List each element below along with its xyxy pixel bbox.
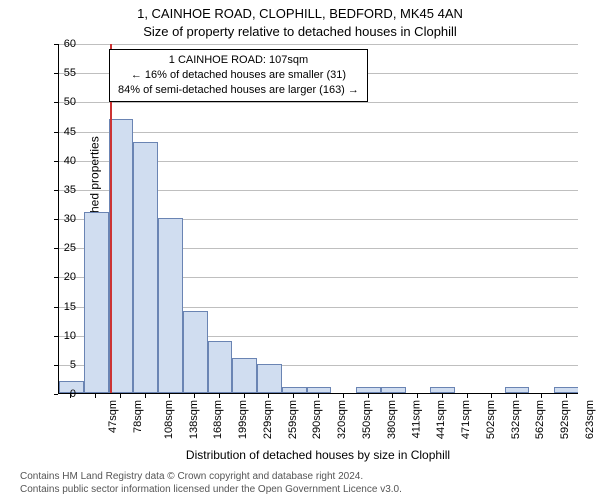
x-tick-mark xyxy=(244,394,245,398)
y-tick-mark xyxy=(54,248,58,249)
y-tick-mark xyxy=(54,73,58,74)
x-tick-label: 320sqm xyxy=(336,400,348,439)
chart-container: 1, CAINHOE ROAD, CLOPHILL, BEDFORD, MK45… xyxy=(0,0,600,500)
histogram-bar xyxy=(356,387,381,393)
x-tick-mark xyxy=(491,394,492,398)
chart-title-address: 1, CAINHOE ROAD, CLOPHILL, BEDFORD, MK45… xyxy=(0,6,600,21)
x-tick-mark xyxy=(120,394,121,398)
y-tick-mark xyxy=(54,336,58,337)
y-tick-label: 10 xyxy=(46,330,76,342)
x-tick-mark xyxy=(417,394,418,398)
annotation-line: ← 16% of detached houses are smaller (31… xyxy=(118,68,359,83)
histogram-bar xyxy=(133,142,158,393)
annotation-line: 84% of semi-detached houses are larger (… xyxy=(118,83,359,98)
x-tick-mark xyxy=(392,394,393,398)
histogram-bar xyxy=(257,364,282,393)
y-tick-mark xyxy=(54,190,58,191)
y-tick-label: 50 xyxy=(46,96,76,108)
y-tick-mark xyxy=(54,102,58,103)
histogram-bar xyxy=(381,387,406,393)
y-tick-label: 45 xyxy=(46,126,76,138)
x-tick-label: 592sqm xyxy=(559,400,571,439)
y-tick-mark xyxy=(54,219,58,220)
x-tick-mark xyxy=(293,394,294,398)
histogram-bar xyxy=(307,387,332,393)
x-tick-mark xyxy=(566,394,567,398)
y-tick-mark xyxy=(54,132,58,133)
y-tick-label: 60 xyxy=(46,38,76,50)
y-tick-label: 40 xyxy=(46,155,76,167)
x-tick-label: 199sqm xyxy=(237,400,249,439)
y-tick-mark xyxy=(54,44,58,45)
y-tick-label: 0 xyxy=(46,388,76,400)
x-tick-label: 259sqm xyxy=(287,400,299,439)
x-tick-mark xyxy=(194,394,195,398)
histogram-bar xyxy=(430,387,455,393)
annotation-line: 1 CAINHOE ROAD: 107sqm xyxy=(118,53,359,68)
gridline xyxy=(59,132,578,133)
histogram-bar xyxy=(158,218,183,393)
histogram-bar xyxy=(282,387,307,393)
x-tick-mark xyxy=(442,394,443,398)
x-tick-label: 411sqm xyxy=(410,400,422,438)
x-tick-mark xyxy=(219,394,220,398)
x-tick-label: 562sqm xyxy=(534,400,546,439)
histogram-bar xyxy=(208,341,233,394)
x-tick-label: 350sqm xyxy=(361,400,373,439)
x-tick-label: 532sqm xyxy=(510,400,522,439)
y-tick-label: 30 xyxy=(46,213,76,225)
x-tick-label: 47sqm xyxy=(107,400,119,433)
x-tick-mark xyxy=(145,394,146,398)
y-tick-label: 35 xyxy=(46,184,76,196)
x-tick-label: 290sqm xyxy=(312,400,324,439)
x-tick-label: 229sqm xyxy=(262,400,274,439)
y-tick-label: 15 xyxy=(46,301,76,313)
y-axis-label-wrap: Number of detached properties xyxy=(12,44,28,394)
histogram-bar xyxy=(84,212,109,393)
y-tick-label: 20 xyxy=(46,271,76,283)
gridline xyxy=(59,44,578,45)
y-tick-label: 5 xyxy=(46,359,76,371)
x-axis-label: Distribution of detached houses by size … xyxy=(58,448,578,462)
x-tick-mark xyxy=(467,394,468,398)
x-tick-label: 168sqm xyxy=(213,400,225,439)
attribution-footer: Contains HM Land Registry data © Crown c… xyxy=(20,470,580,496)
footer-line-2: Contains public sector information licen… xyxy=(20,483,580,496)
y-tick-mark xyxy=(54,161,58,162)
annotation-box: 1 CAINHOE ROAD: 107sqm← 16% of detached … xyxy=(109,49,368,102)
x-tick-mark xyxy=(516,394,517,398)
histogram-bar xyxy=(505,387,530,393)
x-tick-label: 441sqm xyxy=(435,400,447,439)
x-tick-mark xyxy=(169,394,170,398)
x-tick-label: 108sqm xyxy=(163,400,175,439)
y-tick-label: 25 xyxy=(46,242,76,254)
y-tick-mark xyxy=(54,307,58,308)
y-tick-mark xyxy=(54,365,58,366)
chart-title-subtitle: Size of property relative to detached ho… xyxy=(0,24,600,39)
histogram-bar xyxy=(232,358,257,393)
x-tick-mark xyxy=(70,394,71,398)
footer-line-1: Contains HM Land Registry data © Crown c… xyxy=(20,470,580,483)
x-tick-label: 471sqm xyxy=(460,400,472,439)
x-tick-label: 623sqm xyxy=(584,400,596,439)
y-tick-mark xyxy=(54,277,58,278)
x-tick-mark xyxy=(95,394,96,398)
histogram-bar xyxy=(554,387,578,393)
x-tick-label: 380sqm xyxy=(386,400,398,439)
x-tick-mark xyxy=(541,394,542,398)
x-tick-label: 138sqm xyxy=(188,400,200,439)
y-tick-label: 55 xyxy=(46,67,76,79)
x-tick-mark xyxy=(368,394,369,398)
x-tick-mark xyxy=(343,394,344,398)
gridline xyxy=(59,102,578,103)
histogram-bar xyxy=(183,311,208,393)
x-tick-mark xyxy=(268,394,269,398)
y-tick-mark xyxy=(54,394,58,395)
x-tick-label: 502sqm xyxy=(485,400,497,439)
x-tick-mark xyxy=(318,394,319,398)
x-tick-label: 78sqm xyxy=(132,400,144,433)
